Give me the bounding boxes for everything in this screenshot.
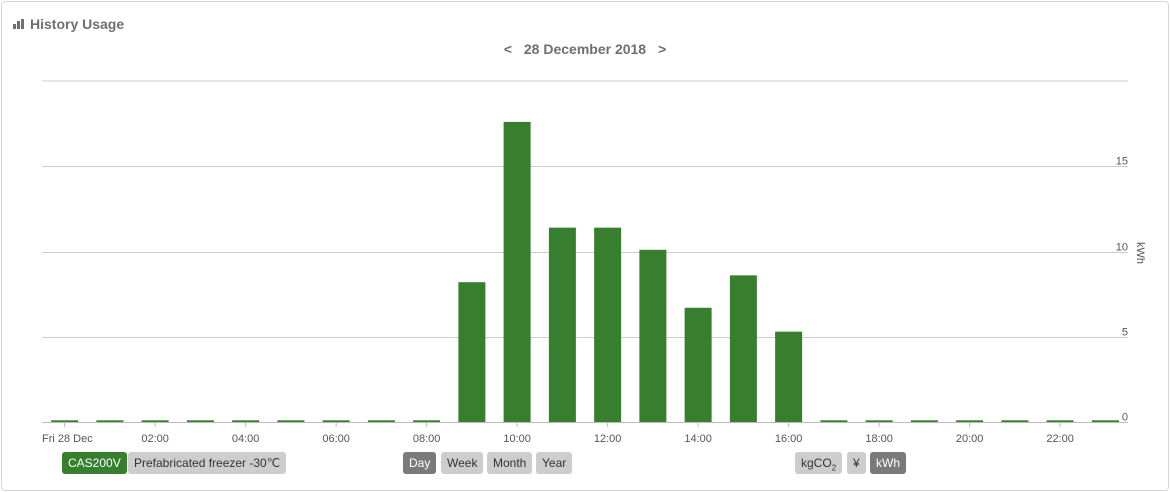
- current-date-label: 28 December 2018: [523, 41, 647, 57]
- x-tick-label: 22:00: [1046, 433, 1074, 445]
- y-tick-label: 15: [1116, 156, 1128, 168]
- bar-01:00: [96, 420, 124, 422]
- bar-15:00: [729, 275, 757, 422]
- period-week-button[interactable]: Week: [441, 452, 484, 474]
- y-tick-label: 10: [1116, 242, 1128, 254]
- y-tick-label: 0: [1122, 412, 1128, 424]
- x-tick-label: 18:00: [865, 433, 893, 445]
- bar-07:00: [367, 420, 395, 422]
- bar-03:00: [186, 420, 214, 422]
- bar-11:00: [548, 227, 576, 422]
- x-tick-label: 06:00: [322, 433, 350, 445]
- unit-yen-button[interactable]: ¥: [847, 452, 866, 474]
- bar-04:00: [232, 420, 260, 422]
- x-tick-label: 08:00: [413, 433, 441, 445]
- bar-chart-icon: [13, 19, 24, 29]
- bar-16:00: [775, 331, 803, 422]
- x-tick-label: 04:00: [232, 433, 260, 445]
- bar-17:00: [820, 420, 848, 422]
- y-axis-label: kWh: [1134, 242, 1146, 264]
- device-code-badge[interactable]: CAS200V: [62, 452, 127, 474]
- bar-19:00: [910, 420, 938, 422]
- x-tick-label: 02:00: [141, 433, 169, 445]
- x-tick-label: 14:00: [684, 433, 712, 445]
- x-tick-label: 20:00: [956, 433, 984, 445]
- next-date-button[interactable]: >: [657, 41, 667, 57]
- bar-08:00: [413, 420, 441, 422]
- bar-06:00: [322, 420, 350, 422]
- unit-co2-subscript: 2: [831, 463, 837, 473]
- bar-18:00: [865, 420, 893, 422]
- bar-14:00: [684, 307, 712, 422]
- date-navigator: < 28 December 2018 >: [0, 41, 1170, 57]
- panel-header: History Usage: [13, 16, 124, 32]
- bar-12:00: [594, 227, 622, 422]
- bar-23:00: [1091, 420, 1119, 422]
- unit-co2-button[interactable]: kgCO2: [795, 452, 843, 474]
- x-tick-label: 16:00: [775, 433, 803, 445]
- unit-kwh-button[interactable]: kWh: [870, 452, 906, 474]
- bar-13:00: [639, 249, 667, 422]
- bar-20:00: [956, 420, 984, 422]
- unit-co2-label: kgCO: [801, 456, 832, 470]
- x-tick-label: 12:00: [594, 433, 622, 445]
- y-tick-label: 5: [1122, 327, 1128, 339]
- prev-date-button[interactable]: <: [503, 41, 512, 57]
- x-tick-label: 10:00: [503, 433, 531, 445]
- period-day-button[interactable]: Day: [403, 452, 437, 474]
- bar-10:00: [503, 121, 531, 423]
- bar-02:00: [141, 420, 169, 422]
- bar-00:00: [51, 420, 79, 422]
- bar-21:00: [1001, 420, 1029, 422]
- period-month-button[interactable]: Month: [487, 452, 533, 474]
- bar-09:00: [458, 282, 486, 422]
- panel-title: History Usage: [30, 16, 125, 32]
- device-name-badge[interactable]: Prefabricated freezer -30℃: [128, 452, 287, 474]
- bar-05:00: [277, 420, 305, 422]
- period-year-button[interactable]: Year: [536, 452, 573, 474]
- bar-22:00: [1046, 420, 1074, 422]
- x-tick-label: Fri 28 Dec: [42, 433, 93, 445]
